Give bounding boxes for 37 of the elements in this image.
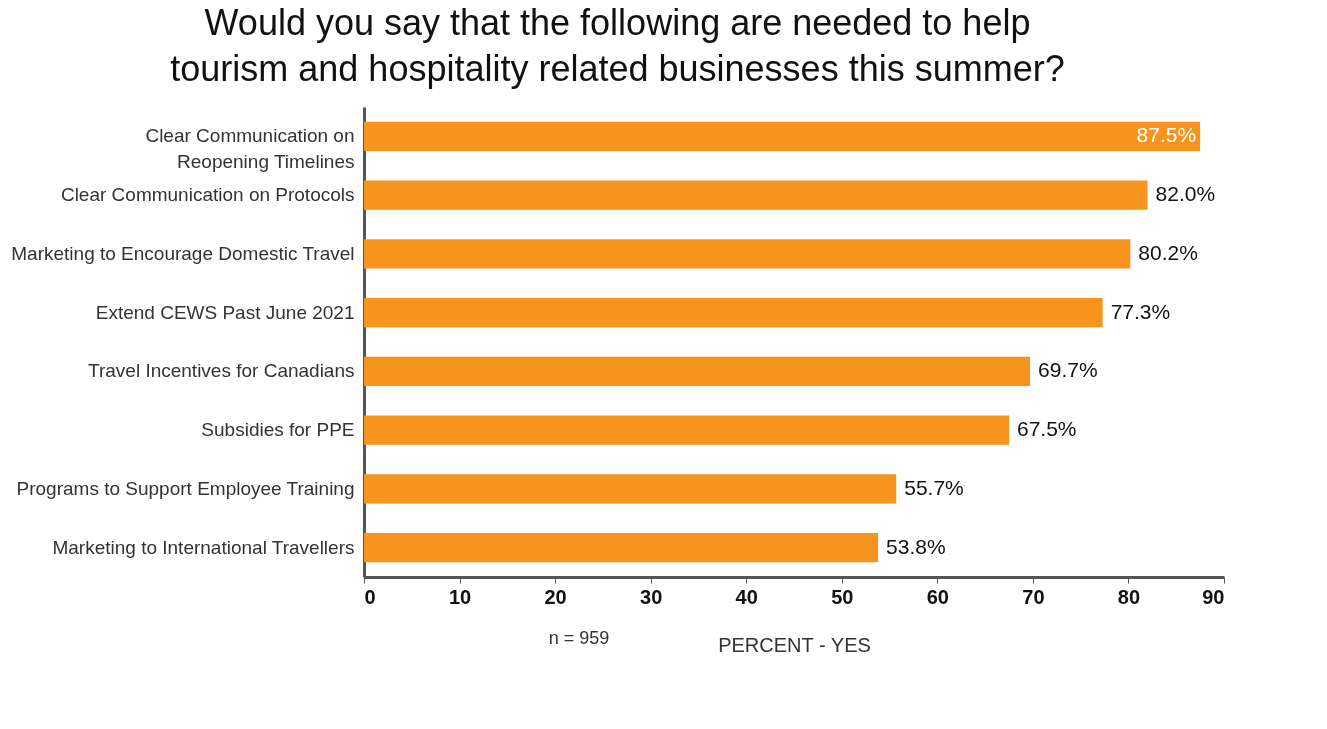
data-label: 69.7% (1038, 358, 1098, 382)
y-tick-label: Extend CEWS Past June 2021 (95, 301, 355, 323)
x-tick-label: 10 (448, 585, 472, 608)
data-label: 53.8% (886, 534, 946, 558)
bar (364, 474, 897, 504)
x-tick-label: 60 (926, 585, 949, 608)
x-tick-label: 70 (1022, 585, 1045, 608)
bar (364, 356, 1031, 387)
data-label: 87.5% (1136, 123, 1197, 147)
y-tick-label: Marketing to Encourage Domestic Travel (11, 242, 355, 264)
x-tick-label: 20 (544, 585, 567, 608)
x-tick-label: 80 (1117, 585, 1141, 608)
bar (364, 180, 1148, 210)
bar (364, 415, 1009, 445)
bar (364, 532, 879, 563)
x-tick-label: 50 (831, 585, 854, 608)
y-tick-label: Clear Communication on Reopening Timelines (145, 125, 355, 173)
y-tick-label: Clear Communication on Protocols (60, 184, 355, 206)
data-label: 55.7% (904, 475, 964, 499)
bar (364, 297, 1103, 328)
data-label: 82.0% (1155, 182, 1216, 206)
x-tick-label: 30 (640, 585, 663, 608)
y-tick-label: Subsidies for PPE (201, 419, 355, 441)
x-axis-title: PERCENT - YES (718, 633, 871, 656)
x-tick-label: 0 (364, 585, 376, 608)
data-label: 67.5% (1017, 417, 1077, 441)
y-tick-label: Marketing to International Travellers (52, 536, 355, 558)
x-tick-label: 90 (1202, 585, 1225, 608)
data-label: 77.3% (1110, 299, 1171, 323)
data-label: 80.2% (1138, 240, 1198, 264)
text: n = 959 (548, 628, 610, 648)
y-tick-label: Travel Incentives for Canadians (88, 360, 355, 382)
x-tick-label: 40 (735, 585, 758, 608)
chart-title: Would you say that the following are needed to help tourism and hospitality related businesses this summer? (170, 2, 1065, 89)
bar (364, 239, 1131, 269)
y-tick-label: Programs to Support Employee Training (16, 477, 355, 499)
bar (364, 121, 1201, 152)
